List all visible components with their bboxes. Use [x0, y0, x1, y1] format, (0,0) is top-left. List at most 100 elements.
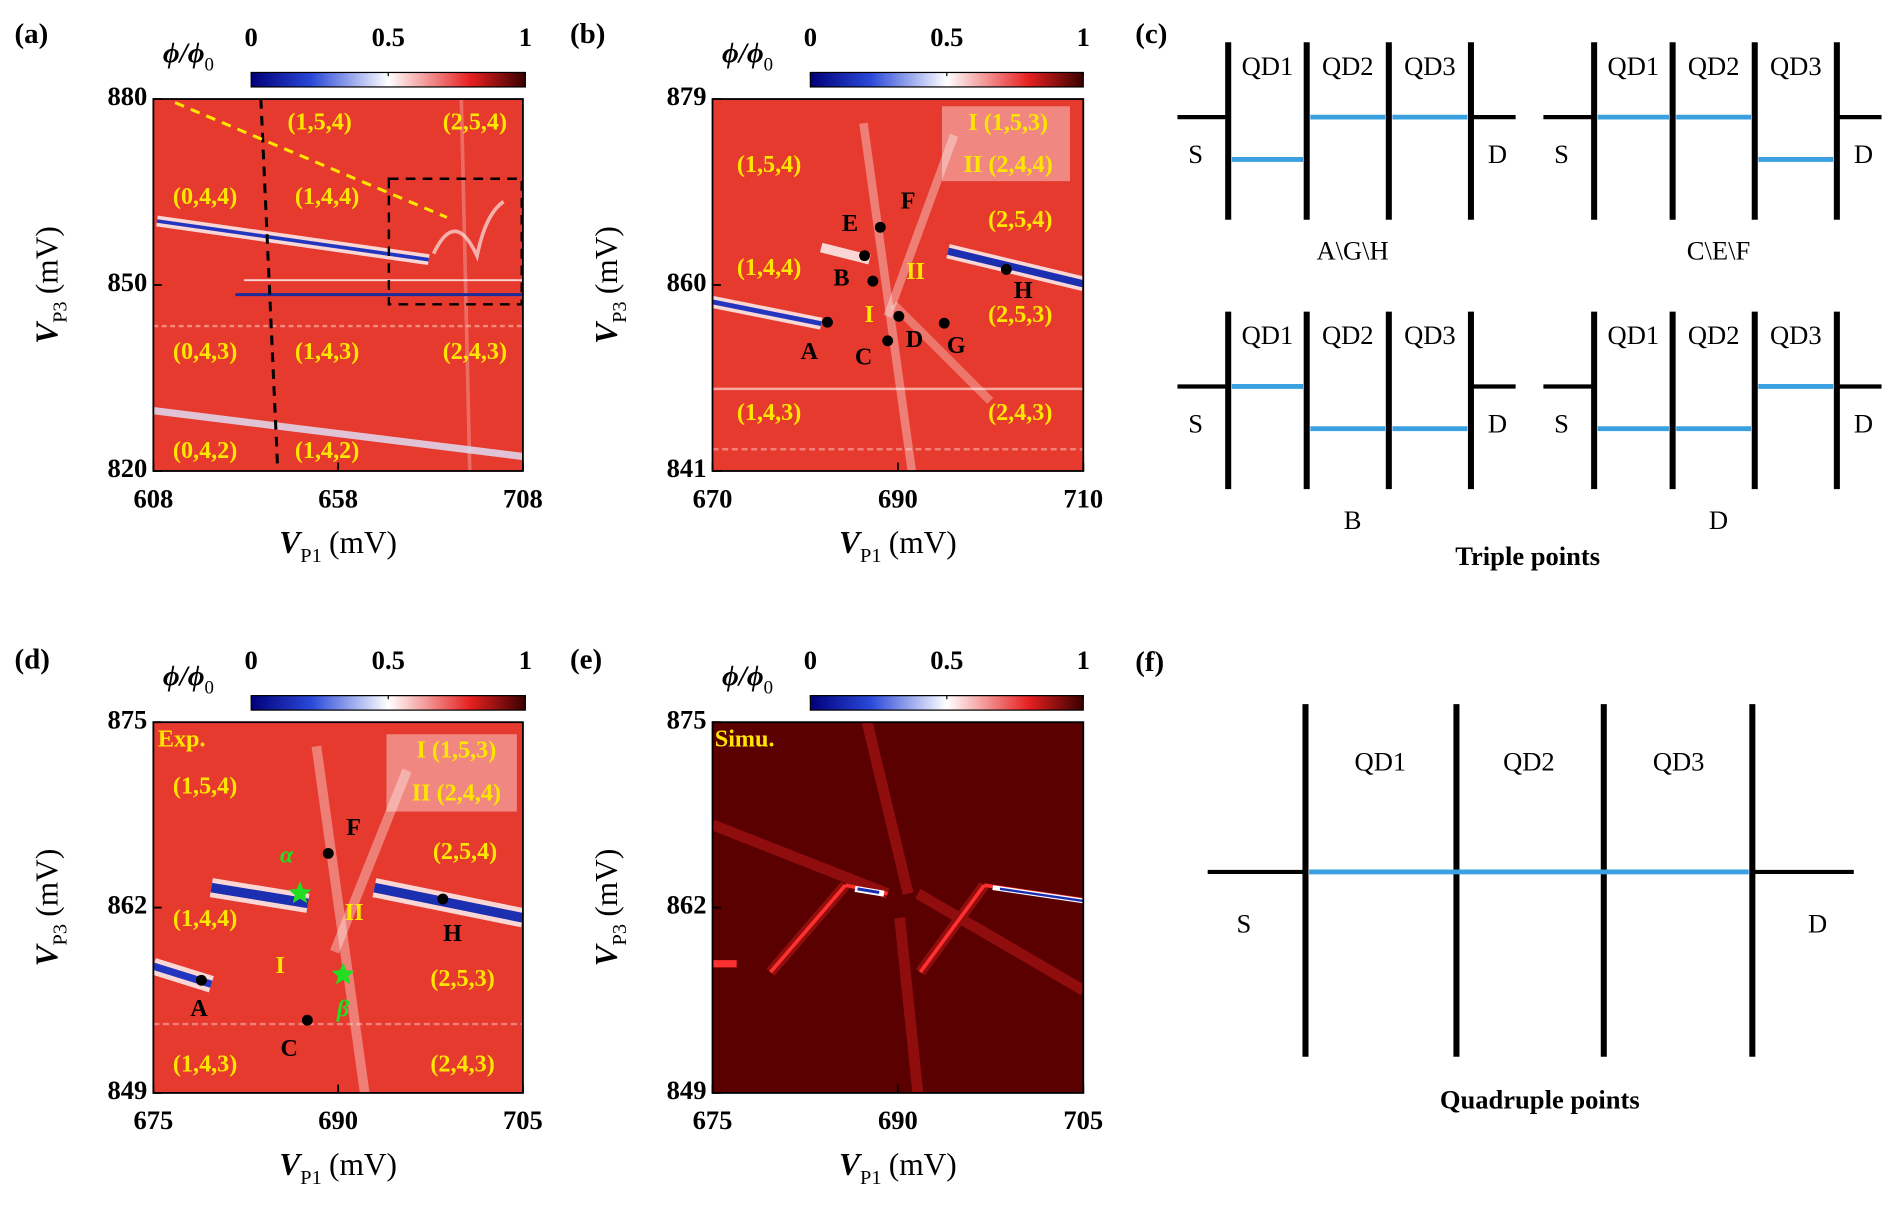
panel-label: (b) — [570, 18, 605, 50]
point-label: E — [842, 210, 858, 237]
x-axis-label-sub: P1 — [860, 545, 882, 567]
x-axis-label-symbol: V — [839, 1147, 863, 1182]
y-axis-label-sub: P3 — [49, 301, 71, 323]
region-label: II — [906, 258, 925, 285]
point-label: B — [833, 264, 849, 291]
colorbar-tick-label: 1 — [519, 22, 532, 52]
zoom-box — [387, 177, 523, 306]
x-tick-label: 608 — [133, 483, 173, 513]
x-tick-label: 670 — [693, 483, 733, 513]
x-tick-label: 675 — [133, 1105, 173, 1135]
region-label: (0,4,3) — [173, 338, 237, 365]
diagram-title: Triple points — [1455, 541, 1600, 571]
region-label: (1,4,4) — [173, 905, 237, 932]
region-label: (2,4,3) — [988, 399, 1052, 426]
y-tick-label: 860 — [667, 267, 707, 297]
resonance-core — [999, 887, 1084, 903]
triple-point — [874, 221, 886, 233]
point-label: D — [906, 326, 923, 353]
x-axis-label-sub: P1 — [300, 1167, 322, 1189]
transition-line — [373, 882, 524, 923]
guide-line — [174, 101, 448, 219]
dot-label: QD2 — [1503, 747, 1555, 777]
x-tick-label: 705 — [1063, 1105, 1103, 1135]
region-label: (2,5,4) — [433, 838, 497, 865]
point-label: H — [443, 920, 462, 947]
colorbar-label: ϕ/ϕ0 — [722, 660, 773, 698]
colorbar-label-sub: 0 — [204, 54, 213, 75]
x-axis-label: VP1 (mV) — [839, 1147, 957, 1188]
x-tick-label: 690 — [878, 1105, 918, 1135]
guide-line — [259, 99, 280, 471]
point-label: H — [1014, 277, 1033, 304]
panel-label: (a) — [14, 18, 48, 50]
region-label: (2,4,3) — [443, 338, 507, 365]
dot-label: QD2 — [1688, 51, 1740, 81]
heatmap-image — [153, 722, 525, 1094]
star-label: α — [280, 842, 294, 869]
colorbar-tick-label: 0 — [804, 645, 817, 675]
point-label: F — [346, 814, 361, 841]
region-label: (2,5,3) — [988, 301, 1052, 328]
resonance-core — [857, 887, 880, 894]
star-label: β — [336, 995, 350, 1022]
region-label: II — [345, 899, 364, 926]
transition-line — [210, 882, 309, 909]
region-label: I (1,5,3) — [968, 109, 1048, 136]
source-label: S — [1188, 139, 1203, 169]
x-tick-label: 690 — [878, 483, 918, 513]
x-tick-label: 675 — [693, 1105, 733, 1135]
y-tick-label: 849 — [108, 1075, 148, 1105]
region-label: (1,5,4) — [287, 108, 351, 135]
colorbar-tick-label: 0.5 — [372, 645, 405, 675]
colorbar-tick-label: 0.5 — [930, 22, 963, 52]
y-axis-label-symbol: V — [589, 320, 624, 344]
x-axis-label-symbol: V — [279, 525, 303, 560]
region-label: I (1,5,3) — [417, 737, 497, 764]
region-label: (1,4,4) — [737, 254, 801, 281]
transition-line — [330, 768, 412, 954]
source-label: S — [1188, 408, 1203, 438]
panel-label: (d) — [14, 643, 49, 675]
transition-line — [947, 247, 1084, 288]
transition-line — [883, 133, 959, 318]
dot-label: QD1 — [1608, 320, 1660, 350]
y-tick-label: 862 — [108, 890, 148, 920]
triple-point — [1000, 263, 1012, 275]
x-axis-label-unit: (mV) — [889, 1147, 957, 1182]
dot-label: QD3 — [1404, 51, 1456, 81]
diagram-c: QD1 QD2 QD3 S D A\G\H QD1 QD2 QD3 S D C\E\F QD1 QD2 QD… — [1177, 42, 1882, 535]
triple-point — [301, 1014, 313, 1026]
heatmap-e — [712, 722, 1084, 1094]
quadruple-point — [331, 962, 355, 985]
colorbar-tick-label: 1 — [1077, 22, 1090, 52]
y-tick-label: 820 — [108, 453, 148, 483]
dot-label: QD3 — [1770, 320, 1822, 350]
drain-label: D — [1808, 908, 1827, 938]
y-axis-label-symbol: V — [589, 942, 624, 966]
figure-body: (c) Triple points QD1 QD2 QD3 S D A\G\H QD1 QD2… — [14, 18, 1882, 1189]
legend-box — [386, 734, 517, 812]
transition-line — [431, 200, 505, 262]
colorbar-tick-label: 0 — [804, 22, 817, 52]
transition-line — [859, 122, 916, 471]
background — [712, 722, 1084, 1093]
heatmap-a — [153, 99, 524, 471]
y-tick-label: 850 — [108, 267, 148, 297]
colorbar-label-symbol: ϕ/ϕ — [722, 37, 764, 69]
caption: C\E\F — [1687, 236, 1750, 266]
x-axis-label-unit: (mV) — [889, 525, 957, 560]
dot-label: QD1 — [1242, 51, 1294, 81]
dot-label: QD1 — [1355, 747, 1407, 777]
region-label: (2,5,4) — [988, 206, 1052, 233]
y-tick-label: 875 — [108, 704, 148, 734]
x-axis-label-symbol: V — [279, 1147, 303, 1182]
caption: D — [1709, 505, 1728, 535]
triple-point — [867, 275, 879, 287]
y-axis-label-sub: P3 — [609, 924, 631, 946]
region-label: I — [864, 301, 873, 328]
y-axis-label: VP3 (mV) — [589, 849, 630, 967]
x-tick-label: 705 — [503, 1105, 543, 1135]
dot-label: QD1 — [1242, 320, 1294, 350]
region-label: (1,5,4) — [737, 151, 801, 178]
